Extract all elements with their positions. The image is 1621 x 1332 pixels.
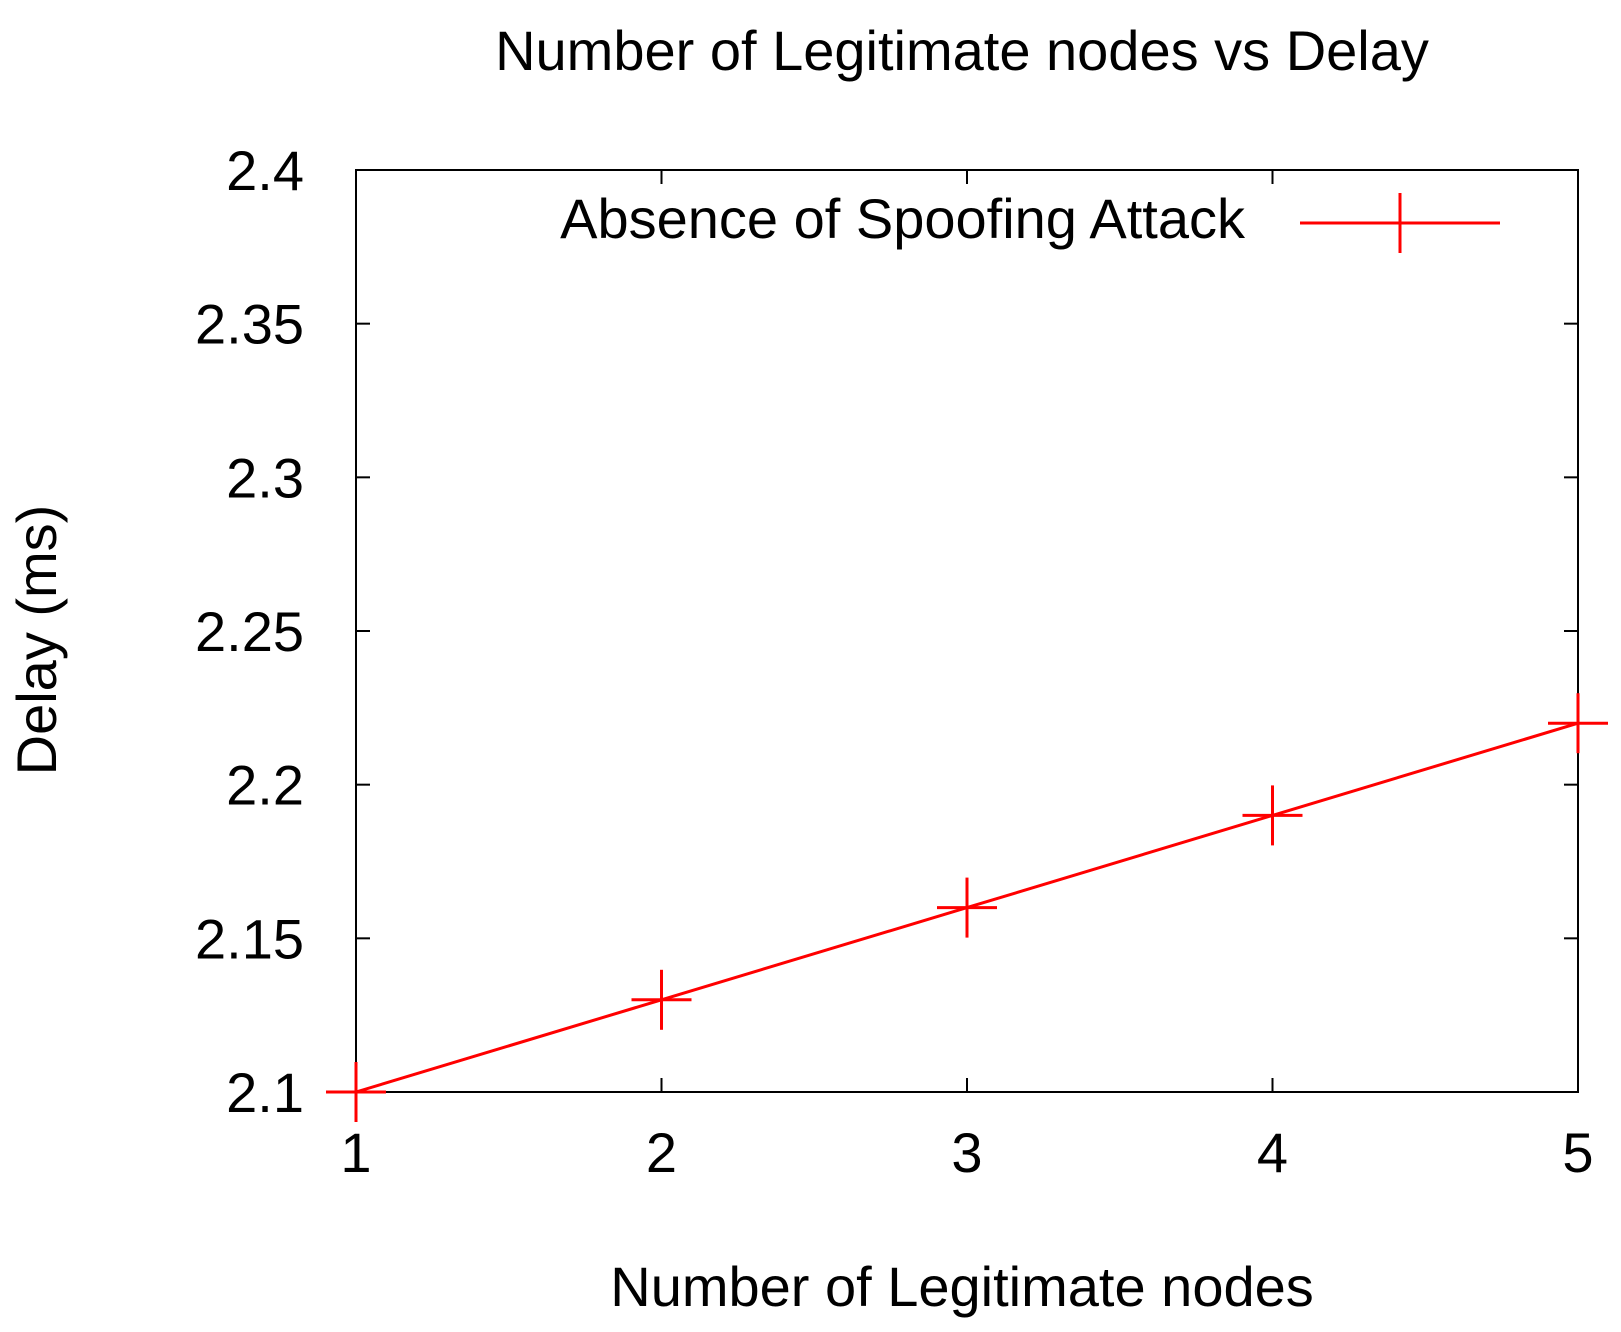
x-axis: 1 2 3 4 5 <box>340 170 1594 1184</box>
y-axis: 2.1 2.15 2.2 2.25 2.3 2.35 2.4 <box>195 139 1578 1124</box>
data-point <box>937 877 997 938</box>
legend: Absence of Spoofing Attack <box>560 187 1500 253</box>
x-tick-label: 3 <box>951 1121 982 1184</box>
x-tick-label: 1 <box>340 1121 371 1184</box>
chart-title: Number of Legitimate nodes vs Delay <box>495 19 1429 82</box>
series-layer <box>326 693 1608 1122</box>
data-point <box>326 1062 386 1122</box>
y-tick-label: 2.25 <box>195 600 304 663</box>
y-tick-label: 2.2 <box>226 754 304 817</box>
y-tick-label: 2.15 <box>195 907 304 970</box>
y-tick-label: 2.1 <box>226 1061 304 1124</box>
x-tick-label: 4 <box>1257 1121 1288 1184</box>
legend-label: Absence of Spoofing Attack <box>560 187 1246 250</box>
x-axis-label: Number of Legitimate nodes <box>610 1255 1314 1318</box>
data-point <box>631 969 692 1030</box>
x-tick-label: 5 <box>1562 1121 1593 1184</box>
x-tick-label: 2 <box>646 1121 677 1184</box>
y-tick-label: 2.4 <box>226 139 304 202</box>
y-tick-label: 2.3 <box>226 446 304 509</box>
data-point <box>1548 693 1608 754</box>
plot-border <box>355 169 1579 1093</box>
plot-area <box>355 169 1579 1093</box>
y-tick-label: 2.35 <box>195 293 304 356</box>
y-axis-label: Delay (ms) <box>5 505 68 776</box>
data-point <box>1242 785 1303 846</box>
